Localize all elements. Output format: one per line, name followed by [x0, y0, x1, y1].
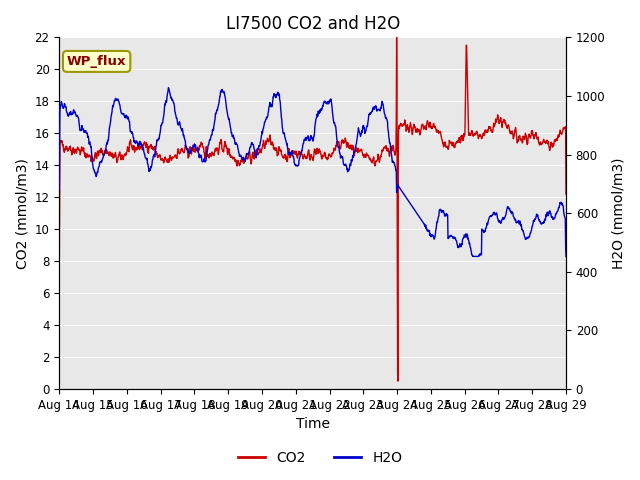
- Y-axis label: H2O (mmol/m3): H2O (mmol/m3): [611, 157, 625, 269]
- Y-axis label: CO2 (mmol/m3): CO2 (mmol/m3): [15, 158, 29, 269]
- X-axis label: Time: Time: [296, 418, 330, 432]
- Text: WP_flux: WP_flux: [67, 55, 126, 68]
- Title: LI7500 CO2 and H2O: LI7500 CO2 and H2O: [225, 15, 400, 33]
- Legend: CO2, H2O: CO2, H2O: [232, 445, 408, 471]
